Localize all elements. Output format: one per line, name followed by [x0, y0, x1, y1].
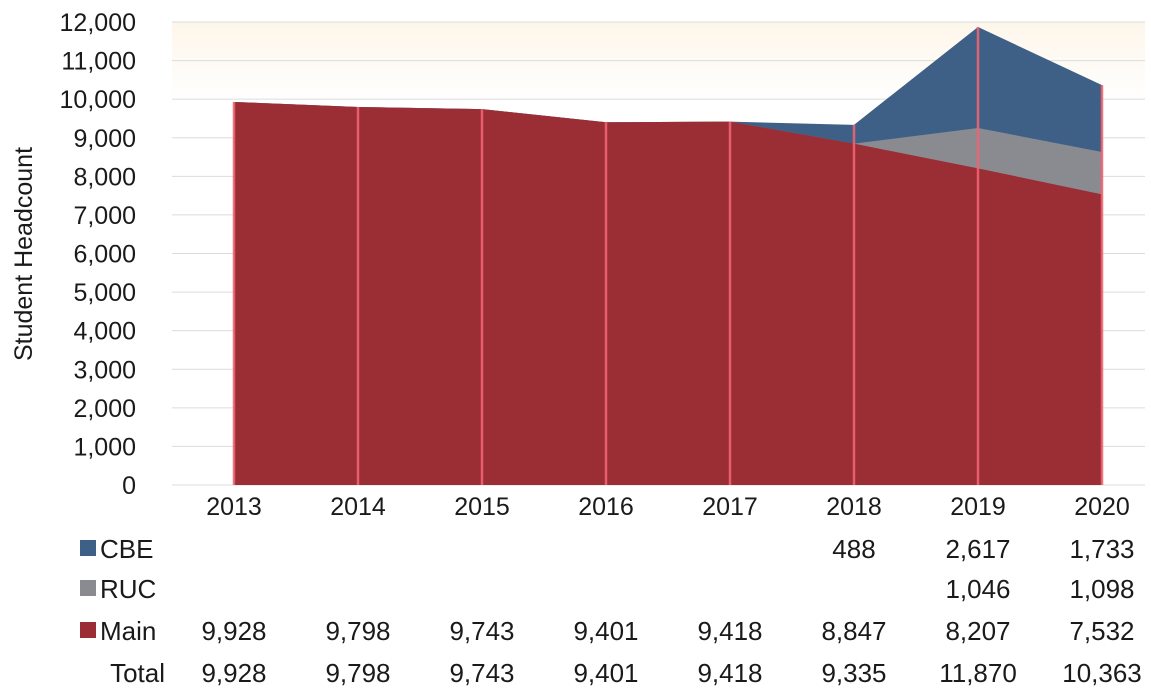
x-tick-label: 2015 — [454, 493, 510, 521]
table-cell-total: 9,743 — [449, 658, 514, 688]
x-tick-label: 2019 — [950, 493, 1006, 521]
y-tick-label: 4,000 — [73, 318, 136, 346]
y-axis-title: Student Headcount — [10, 147, 38, 361]
table-row-label: Main — [100, 616, 156, 646]
table-cell: 8,847 — [821, 616, 886, 646]
y-tick-label: 10,000 — [60, 86, 136, 114]
drop-lines — [232, 27, 1104, 485]
table-cell: 488 — [832, 534, 875, 564]
table-cell: 8,207 — [945, 616, 1010, 646]
y-tick-label: 6,000 — [73, 241, 136, 269]
y-tick-label: 11,000 — [61, 48, 136, 76]
table-cell: 9,418 — [697, 616, 762, 646]
table-cell-total: 11,870 — [939, 658, 1017, 688]
area-series — [234, 27, 1102, 485]
area-main — [234, 101, 1102, 485]
y-tick-label: 8,000 — [73, 163, 136, 191]
table-cell-total: 9,418 — [697, 658, 762, 688]
table-cell: 9,743 — [449, 616, 514, 646]
table-cell: 1,098 — [1069, 574, 1134, 604]
y-tick-label: 0 — [122, 472, 136, 500]
y-axis-ticks: 0 1,000 2,000 3,000 4,000 5,000 6,000 7,000 8,00… — [60, 9, 136, 500]
x-tick-label: 2013 — [206, 493, 262, 521]
table-cell: 9,401 — [573, 616, 638, 646]
table-cell-total: 9,928 — [201, 658, 266, 688]
y-tick-label: 2,000 — [73, 395, 136, 423]
y-tick-label: 12,000 — [60, 9, 136, 37]
y-tick-label: 5,000 — [73, 279, 136, 307]
table-row-label: CBE — [100, 534, 153, 564]
table-cell-total: 10,363 — [1062, 658, 1142, 688]
y-tick-label: 1,000 — [73, 433, 136, 461]
table-cell: 1,733 — [1069, 534, 1134, 564]
legend-swatch-main — [80, 622, 96, 638]
y-tick-label: 7,000 — [73, 202, 136, 230]
table-cell: 1,046 — [945, 574, 1010, 604]
x-tick-label: 2016 — [578, 493, 634, 521]
table-cell: 2,617 — [945, 534, 1010, 564]
y-tick-label: 9,000 — [73, 125, 136, 153]
table-cell: 7,532 — [1069, 616, 1134, 646]
legend-swatch-ruc — [80, 580, 96, 596]
y-tick-label: 3,000 — [73, 356, 136, 384]
table-cell-total: 9,401 — [573, 658, 638, 688]
table-cell: 9,928 — [201, 616, 266, 646]
x-tick-label: 2014 — [330, 493, 386, 521]
x-tick-label: 2020 — [1074, 493, 1130, 521]
table-cell-total: 9,335 — [821, 658, 886, 688]
x-tick-label: 2018 — [826, 493, 882, 521]
table-row-label: RUC — [100, 574, 156, 604]
data-table: 2013 2014 2015 2016 2017 2018 2019 2020 CBE 488 2,… — [80, 493, 1142, 688]
table-cell-total: 9,798 — [325, 658, 390, 688]
x-tick-label: 2017 — [702, 493, 758, 521]
table-row-label: Total — [110, 658, 165, 688]
table-cell: 9,798 — [325, 616, 390, 646]
legend-swatch-cbe — [80, 540, 96, 556]
